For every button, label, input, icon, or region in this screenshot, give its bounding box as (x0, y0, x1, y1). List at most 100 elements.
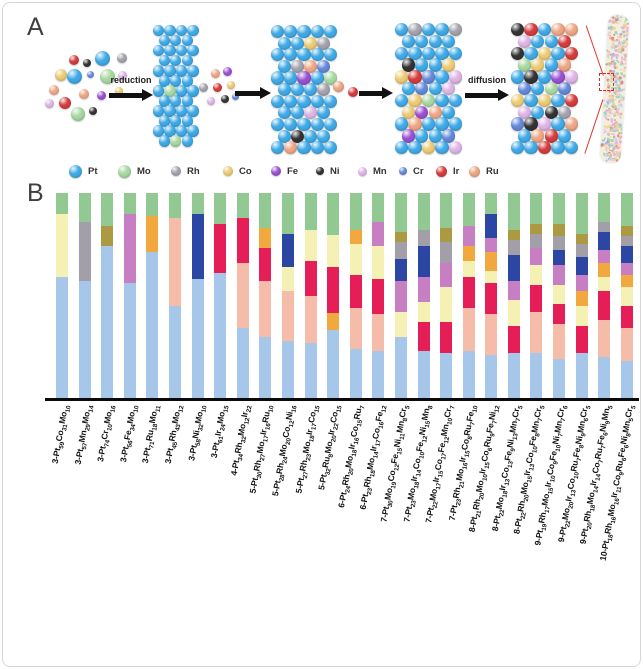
tem-speckle (613, 91, 616, 94)
formula-subscript: 43 (174, 423, 183, 432)
bar-segment-Mo (507, 193, 520, 230)
formula-subscript: 12 (420, 435, 429, 444)
tem-speckle (606, 118, 609, 121)
tem-speckle (620, 33, 623, 36)
ru-ion-sphere (333, 81, 344, 92)
metal-sphere (435, 140, 449, 155)
bar-segment-Rh (349, 307, 362, 349)
bar-segment-Ni (417, 246, 430, 278)
metal-sphere (564, 70, 578, 84)
metal-sphere (517, 81, 532, 96)
metal-sphere (448, 93, 462, 108)
legend-item-Ru: Ru (469, 159, 499, 183)
x-label-cell: 3-Pt58Ni32Mo10 (186, 405, 208, 655)
metal-sphere (441, 58, 456, 72)
bar-segment-Pt (598, 357, 611, 398)
tem-speckle (604, 153, 608, 157)
bar-segment-Mo (281, 193, 294, 235)
bar-segment-Cr (530, 223, 543, 235)
bar-segment-Mo (372, 193, 385, 222)
x-label-cell: 5-Pt30Rh27Mo17Ir16Ru10 (248, 405, 276, 655)
formula-subscript: 8 (426, 405, 435, 410)
formula-subscript: 8 (577, 444, 586, 449)
bar-segment-Ru (259, 227, 272, 249)
metal-sphere (537, 117, 552, 131)
tem-speckle (622, 63, 625, 66)
metal-sphere (79, 89, 89, 99)
bar-segment-Cr (620, 225, 633, 237)
formula-subscript: 58 (194, 438, 203, 447)
zoom-callout-line (585, 25, 604, 77)
bar-segment-Pt (214, 272, 227, 398)
metal-sphere (199, 83, 208, 92)
formula-subscript: 10 (554, 444, 563, 453)
bar-segment-Cr (394, 231, 407, 243)
formula-subscript: 21 (457, 480, 466, 489)
bar-segment-Fe (462, 225, 475, 247)
reduction-arrow: reduction (109, 75, 153, 102)
legend-label: Ir (453, 165, 460, 177)
formula-subscript: 16 (352, 437, 361, 446)
bar-segment-Mo (101, 193, 114, 226)
metal-sphere (441, 81, 456, 96)
x-axis-labels: 3-Pt59Co31Mo10 3-Pt57Mn29Mo14 3-Pt74Cr10Mo… (50, 405, 638, 655)
tem-speckle (603, 125, 606, 128)
bar-segment-Rh (620, 328, 633, 362)
metal-sphere (511, 140, 525, 155)
bar-segment-Pt (620, 361, 633, 398)
metal-sphere (564, 93, 578, 108)
metal-sphere (415, 81, 429, 96)
metal-sphere (511, 23, 525, 37)
metal-sphere (551, 140, 565, 155)
bar-segment-Mo (304, 193, 317, 230)
metal-sphere (158, 75, 171, 87)
formula-subscript: 17 (434, 482, 444, 491)
metal-sphere (524, 70, 538, 84)
bar-segment-Rh (281, 291, 294, 341)
tem-speckle (613, 63, 616, 66)
bar-segment-Co (417, 301, 430, 323)
formula-subscript: 16 (609, 516, 618, 525)
formula-subscript: 16 (613, 497, 622, 506)
reduction-label: reduction (110, 75, 152, 85)
bar-segment-Fe (417, 277, 430, 302)
legend-sphere-Cr (399, 167, 407, 175)
bar-segment-Rh (168, 217, 181, 306)
formula-subscript: 56 (126, 440, 135, 448)
bar-segment-Pt (236, 328, 249, 398)
tem-speckle (609, 64, 612, 68)
bar-segment-Ni (485, 213, 498, 239)
tem-speckle (607, 57, 610, 59)
tem-speckle (612, 114, 616, 118)
formula-subscript: 16 (264, 422, 273, 431)
metal-sphere (421, 140, 436, 155)
bar-segment-Co (620, 287, 633, 306)
composition-bar (349, 193, 362, 398)
tem-speckle (616, 43, 620, 47)
formula-subscript: 13 (569, 489, 578, 498)
formula-subscript: 61 (217, 435, 226, 444)
composition-bar (78, 193, 91, 398)
legend-item-Cr: Cr (399, 159, 424, 183)
tem-speckle (624, 16, 628, 19)
formula-subscript: 10 (481, 473, 490, 482)
diffusion-label: diffusion (468, 75, 506, 85)
bar-segment-Fe (123, 213, 136, 284)
metal-sphere (517, 34, 532, 49)
metal-sphere (271, 141, 285, 155)
metal-sphere (271, 94, 285, 108)
composition-bar (146, 193, 159, 398)
bar-segment-Pt (507, 352, 520, 398)
bar-segment-Ir (349, 275, 362, 308)
tem-speckle (622, 46, 625, 49)
metal-sphere (408, 140, 422, 155)
metal-sphere (304, 59, 318, 74)
formula-subscript: 5 (516, 405, 525, 410)
formula-subscript: 14 (87, 405, 96, 414)
formula-subscript: 17 (309, 422, 318, 431)
metal-sphere (448, 46, 462, 60)
formula-subscript: 22 (498, 509, 507, 517)
metal-sphere (517, 129, 532, 143)
formula-subscript: 34 (128, 423, 138, 432)
legend-item-Pt: Pt (69, 159, 98, 183)
